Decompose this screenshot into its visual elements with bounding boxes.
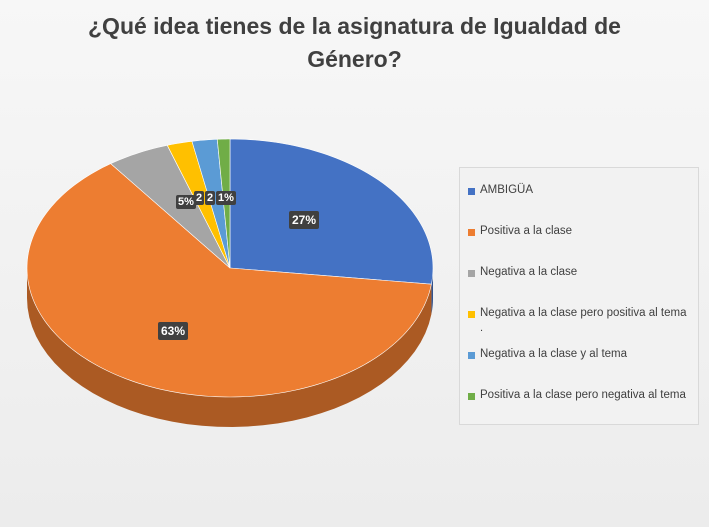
legend: AMBIGÜA Positiva a la clase Negativa a l… — [459, 167, 699, 425]
legend-label: Negativa a la clase y al tema — [480, 348, 628, 360]
data-label-5: 1% — [216, 191, 236, 205]
legend-swatch — [468, 311, 475, 318]
legend-swatch — [468, 229, 475, 236]
legend-label: AMBIGÜA — [480, 184, 534, 196]
pie-side-1 — [27, 268, 432, 427]
legend-swatch — [468, 188, 475, 195]
data-label-3: 2 — [194, 191, 205, 205]
legend-swatch — [468, 393, 475, 400]
legend-label: Positiva a la clase — [480, 225, 573, 237]
data-label-4: 2 — [205, 191, 216, 205]
data-label-0: 27% — [289, 211, 320, 229]
pie-slice-0 — [229, 138, 434, 285]
legend-swatch — [468, 352, 475, 359]
legend-extra-mark: . — [480, 322, 484, 334]
pie-slice-1 — [26, 163, 432, 398]
chart-title: ¿Qué idea tienes de la asignatura de Igu… — [88, 13, 621, 72]
pie-slice-2 — [110, 144, 231, 269]
data-label-2: 5% — [176, 195, 196, 209]
pie-side-0 — [431, 268, 433, 315]
legend-label: Negativa a la clase pero positiva al tem… — [480, 307, 687, 319]
legend-label: Negativa a la clase — [480, 266, 578, 278]
legend-label: Positiva a la clase pero negativa al tem… — [480, 389, 686, 401]
legend-swatch — [468, 270, 475, 277]
data-label-1: 63% — [158, 322, 189, 340]
